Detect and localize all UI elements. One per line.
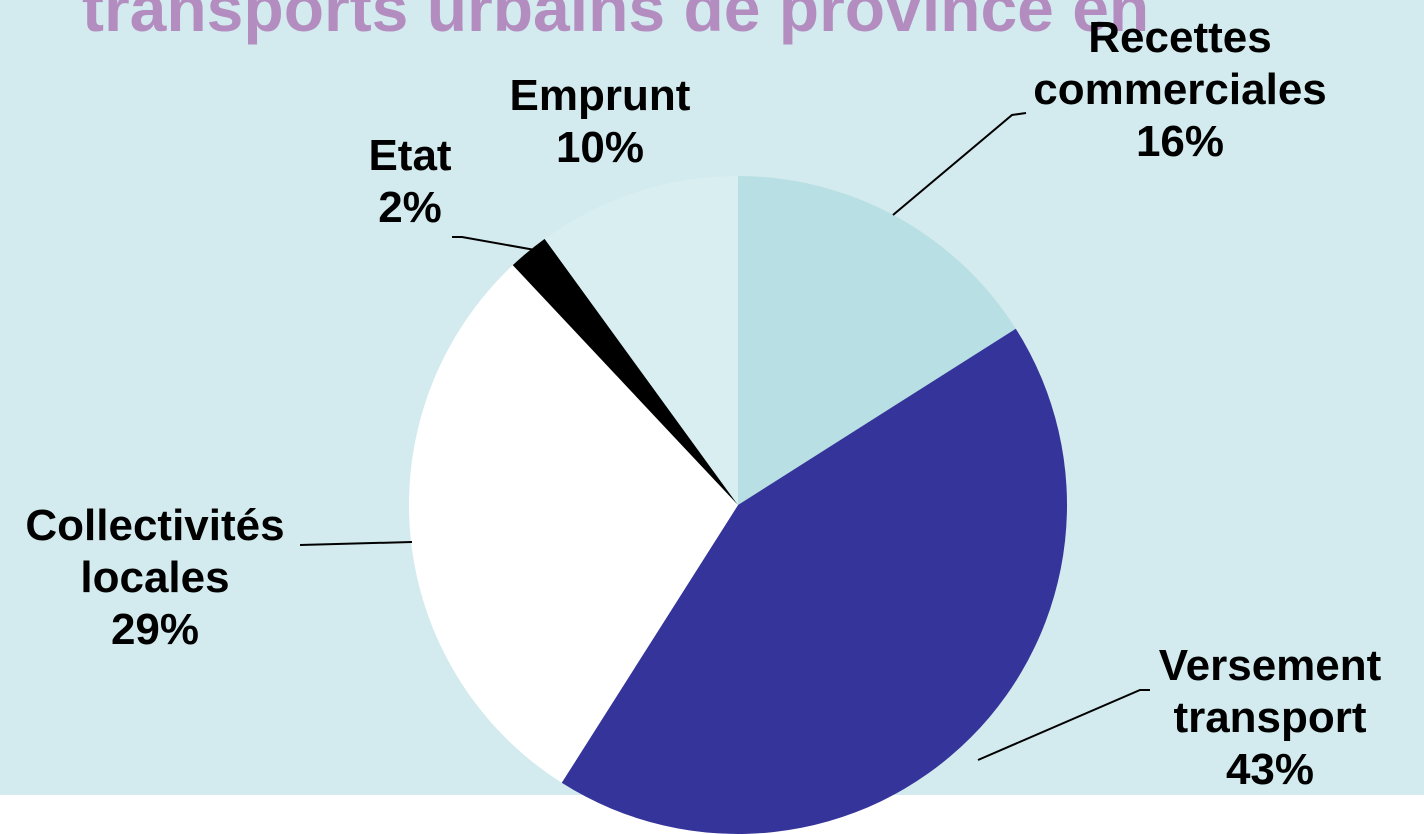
slice-label: Versement transport 43% [1140, 640, 1400, 796]
pie-slice [408, 265, 738, 783]
slice-label: Etat 2% [340, 130, 480, 234]
slice-label: Recettes commerciales 16% [1030, 12, 1330, 168]
value-label: 10% [555, 123, 645, 172]
value-label: 29% [110, 605, 200, 654]
category-label: Versement transport [1158, 641, 1382, 742]
slice-label: Collectivités locales 29% [5, 500, 305, 656]
category-label: Emprunt [509, 71, 691, 120]
leader-line [892, 112, 1027, 216]
pie-slice [561, 328, 1067, 834]
value-label: 16% [1135, 117, 1225, 166]
value-label: 2% [378, 183, 442, 232]
pie-slice [738, 176, 1016, 505]
leader-line [299, 541, 413, 546]
category-label: Collectivités locales [25, 501, 285, 602]
value-label: 43% [1225, 745, 1315, 794]
category-label: Recettes commerciales [1033, 13, 1327, 114]
pie-slice [544, 176, 738, 505]
chart-title: transports urbains de province en [82, 0, 1150, 45]
leader-line [452, 236, 536, 251]
category-label: Etat [368, 131, 452, 180]
slice-label: Emprunt 10% [480, 70, 720, 174]
leader-line [977, 689, 1150, 761]
pie-slice [512, 238, 738, 505]
